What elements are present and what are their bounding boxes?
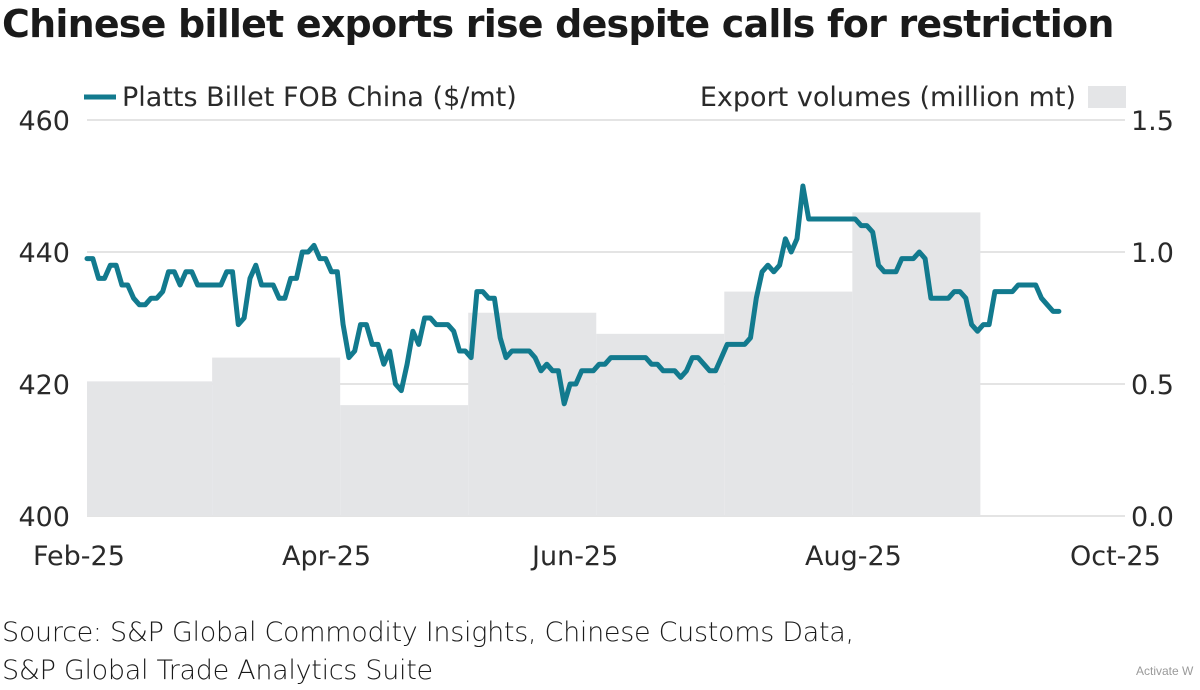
legend-area-swatch [1088, 86, 1126, 108]
activate-windows-watermark: Activate W [1136, 664, 1193, 678]
x-axis-tick-label: Jun-25 [530, 541, 618, 572]
x-axis-tick-label: Oct-25 [1070, 541, 1161, 572]
right-axis-tick-label: 0.0 [1131, 502, 1174, 533]
export-volume-bar [87, 381, 212, 516]
x-axis-tick-label: Aug-25 [805, 541, 902, 572]
export-volume-bar [212, 358, 340, 516]
right-axis-tick-label: 0.5 [1131, 370, 1174, 401]
export-volume-bar [596, 334, 724, 516]
legend: Platts Billet FOB China ($/mt) Export vo… [84, 82, 1126, 113]
left-axis-tick-label: 420 [18, 370, 70, 401]
source-line-2: S&P Global Trade Analytics Suite [2, 652, 854, 690]
left-axis-tick-label: 400 [18, 502, 70, 533]
chart: 400 420 440 460 0.0 0.5 1.0 1.5 Feb-25 Apr-25 Jun-… [0, 0, 1200, 600]
right-axis-tick-label: 1.5 [1131, 106, 1174, 137]
export-volume-bar [724, 292, 852, 516]
export-volume-bar [340, 405, 468, 516]
left-axis-tick-label: 460 [18, 106, 70, 137]
export-volume-area [87, 212, 980, 516]
x-axis-tick-label: Apr-25 [282, 541, 371, 572]
source-line-1: Source: S&P Global Commodity Insights, C… [2, 614, 854, 652]
export-volume-bar [468, 313, 596, 516]
left-axis-tick-label: 440 [18, 238, 70, 269]
x-axis-tick-label: Feb-25 [33, 541, 125, 572]
legend-label-volume: Export volumes (million mt) [700, 82, 1076, 113]
legend-label-price: Platts Billet FOB China ($/mt) [122, 82, 517, 113]
right-axis-tick-label: 1.0 [1131, 238, 1174, 269]
source-note: Source: S&P Global Commodity Insights, C… [2, 614, 854, 690]
